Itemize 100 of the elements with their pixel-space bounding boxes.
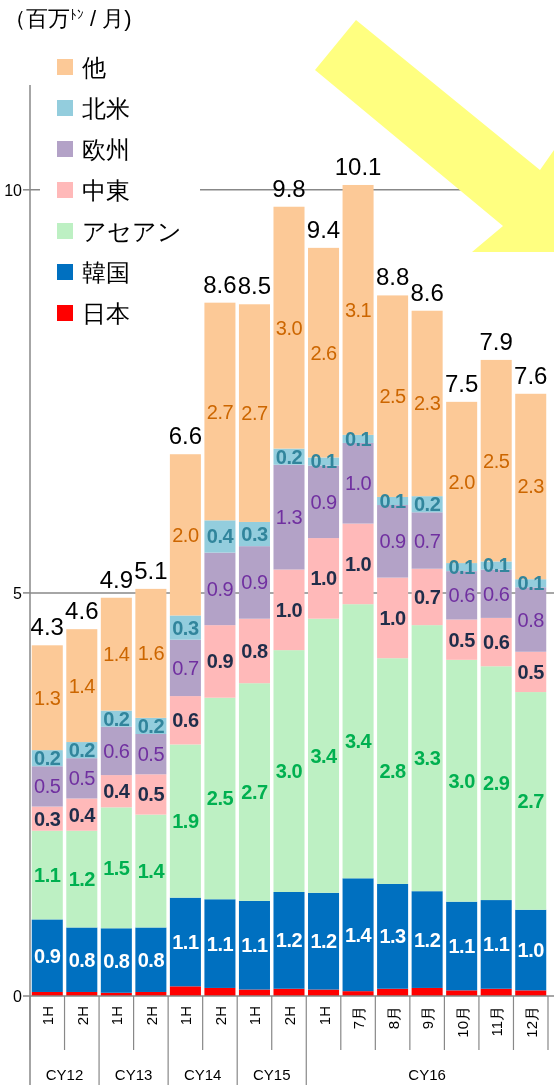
data-label: 2.3 bbox=[517, 475, 545, 498]
data-label: 0.4 bbox=[206, 525, 235, 548]
data-label: 0.4 bbox=[68, 803, 97, 826]
y-axis-title: （百万$^{ﾄﾝ}$ / 月) bbox=[4, 6, 132, 31]
total-label: 7.5 bbox=[444, 369, 479, 397]
x-tick-label: 8月 bbox=[384, 1006, 402, 1030]
text: CY12 bbox=[45, 1066, 84, 1083]
bar bbox=[411, 310, 443, 497]
bar bbox=[480, 900, 512, 989]
data-label: 0.9 bbox=[206, 577, 234, 600]
legend-label: 日本 bbox=[82, 300, 130, 327]
x-tick-label: 2H bbox=[73, 1006, 91, 1026]
bar bbox=[238, 900, 270, 990]
bar bbox=[273, 464, 305, 570]
x-tick-label: 10月 bbox=[453, 1006, 471, 1038]
x-tick-label: 2H bbox=[142, 1006, 160, 1026]
text: CY16 bbox=[408, 1066, 446, 1083]
data-label: 1.1 bbox=[206, 932, 234, 955]
total-label: 8.5 bbox=[237, 272, 272, 300]
data-label: 0.5 bbox=[34, 775, 61, 798]
bar bbox=[308, 538, 340, 619]
data-label: 1.3 bbox=[34, 686, 61, 709]
data-label: 0.8 bbox=[137, 948, 165, 971]
data-label: 2.0 bbox=[448, 471, 476, 494]
bar bbox=[169, 986, 201, 996]
data-label: 1.0 bbox=[344, 552, 372, 575]
data-label: 1.1 bbox=[483, 933, 510, 956]
data-label: 1.2 bbox=[68, 868, 96, 891]
text: CY14 bbox=[183, 1066, 222, 1083]
data-label: 3.4 bbox=[310, 744, 339, 767]
total-label: 4.6 bbox=[65, 597, 99, 625]
y-tick-label: 0 bbox=[13, 988, 23, 1005]
data-label: 0.4 bbox=[103, 780, 131, 803]
bar bbox=[515, 909, 547, 991]
data-label: 1.9 bbox=[172, 810, 199, 833]
data-label: 0.5 bbox=[68, 767, 96, 790]
data-label: 2.0 bbox=[172, 523, 199, 546]
data-label: 1.1 bbox=[241, 934, 268, 957]
data-label: 0.6 bbox=[483, 582, 510, 605]
bar bbox=[204, 697, 236, 900]
data-label: 0.2 bbox=[137, 714, 165, 737]
bar bbox=[342, 604, 374, 879]
x-tick-label: 1H bbox=[246, 1006, 264, 1026]
bar bbox=[169, 454, 201, 616]
total-label: 7.6 bbox=[514, 361, 548, 389]
total-label: 9.8 bbox=[272, 174, 306, 202]
data-label: 1.2 bbox=[275, 929, 303, 952]
data-label: 0.1 bbox=[379, 490, 407, 512]
data-label: 2.6 bbox=[310, 341, 338, 364]
text: CY15 bbox=[252, 1066, 291, 1083]
bar bbox=[411, 625, 443, 892]
data-label: 0.5 bbox=[137, 783, 165, 806]
data-label: 1.0 bbox=[275, 598, 303, 621]
bar bbox=[377, 577, 409, 659]
x-tick-label: 9月 bbox=[419, 1006, 437, 1030]
data-label: 1.5 bbox=[103, 856, 130, 879]
bar bbox=[66, 830, 98, 928]
bar bbox=[515, 692, 547, 910]
y-tick-label: 10 bbox=[4, 181, 23, 199]
data-label: 1.0 bbox=[344, 472, 372, 495]
data-label: 3.4 bbox=[344, 730, 373, 753]
bar bbox=[66, 629, 98, 743]
data-label: 2.7 bbox=[517, 789, 545, 812]
bar bbox=[273, 650, 305, 892]
bar bbox=[169, 897, 201, 987]
data-label: 2.3 bbox=[413, 392, 441, 415]
data-label: 2.5 bbox=[483, 449, 510, 472]
legend-label: 中東 bbox=[82, 177, 130, 204]
total-label: 6.6 bbox=[168, 422, 203, 450]
data-label: 2.7 bbox=[241, 402, 268, 425]
data-label: 1.0 bbox=[517, 939, 545, 962]
x-tick-label: 2H bbox=[281, 1006, 298, 1026]
y-tick-label: 5 bbox=[13, 584, 23, 602]
data-label: 1.3 bbox=[275, 506, 303, 529]
data-label: 0.8 bbox=[103, 949, 130, 972]
data-label: 0.2 bbox=[103, 707, 130, 730]
x-tick-label: 2H bbox=[211, 1006, 229, 1026]
data-label: 1.2 bbox=[310, 930, 338, 953]
total-label: 8.6 bbox=[203, 270, 237, 298]
bar bbox=[411, 891, 443, 988]
bar bbox=[342, 878, 374, 992]
data-label: 0.9 bbox=[206, 650, 234, 673]
legend-label: アセアン bbox=[82, 218, 182, 245]
data-label: 1.1 bbox=[172, 930, 199, 953]
data-label: 3.3 bbox=[413, 747, 441, 770]
data-label: 2.5 bbox=[379, 385, 407, 408]
data-label: 1.1 bbox=[34, 864, 61, 887]
x-tick-label: 1H bbox=[177, 1006, 195, 1026]
bar bbox=[446, 901, 478, 991]
data-label: 0.1 bbox=[517, 572, 545, 595]
data-label: 2.7 bbox=[206, 400, 234, 423]
bar bbox=[342, 523, 374, 605]
x-tick-label: 1H bbox=[315, 1006, 333, 1026]
data-label: 0.9 bbox=[241, 571, 268, 594]
data-label: 0.6 bbox=[172, 709, 199, 732]
data-label: 3.1 bbox=[344, 298, 372, 321]
total-label: 8.8 bbox=[375, 263, 410, 291]
total-label: 5.1 bbox=[134, 556, 168, 584]
data-label: 0.7 bbox=[413, 585, 441, 608]
bar bbox=[204, 302, 236, 521]
